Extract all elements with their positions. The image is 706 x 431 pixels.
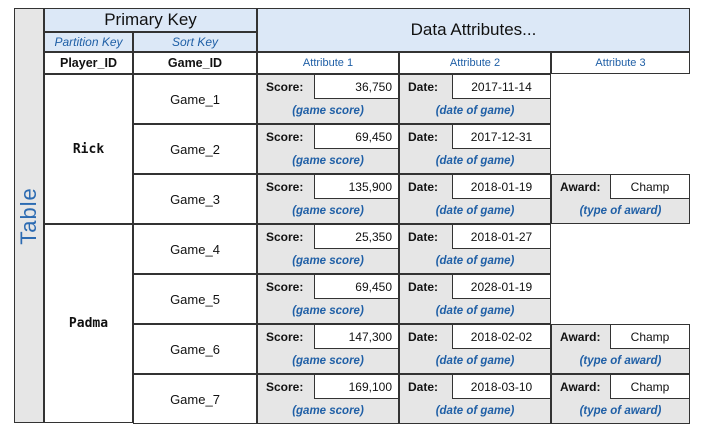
score-value: 135,900 (314, 174, 399, 199)
sort-key-cell: Game_7 (133, 374, 257, 424)
score-label: Score: (266, 130, 304, 144)
game-id-column: Game_ID (133, 52, 257, 74)
award-description: (type of award) (579, 205, 662, 217)
attribute-3-column: Attribute 3 (551, 52, 690, 74)
attribute-2-column: Attribute 2 (399, 52, 551, 74)
sort-key-cell: Game_4 (133, 224, 257, 274)
date-value: 2018-03-10 (452, 374, 551, 399)
date-label: Date: (408, 230, 439, 244)
award-value: Champ (610, 174, 690, 199)
partition-padma: Padma (44, 224, 133, 423)
score-label: Score: (266, 180, 304, 194)
date-value: 2018-02-02 (452, 324, 551, 349)
score-description: (game score) (292, 155, 364, 167)
score-value: 25,350 (314, 224, 399, 249)
score-label: Score: (266, 280, 304, 294)
primary-key-header: Primary Key (44, 8, 257, 32)
score-value: 69,450 (314, 124, 399, 149)
date-label: Date: (408, 80, 439, 94)
award-label: Award: (560, 330, 601, 344)
sort-key-cell: Game_3 (133, 174, 257, 224)
attribute-1-column: Attribute 1 (257, 52, 399, 74)
score-description: (game score) (292, 255, 364, 267)
date-label: Date: (408, 380, 439, 394)
date-value: 2018-01-19 (452, 174, 551, 199)
date-label: Date: (408, 180, 439, 194)
date-value: 2017-12-31 (452, 124, 551, 149)
date-description: (date of game) (435, 155, 515, 167)
sort-key-cell: Game_2 (133, 124, 257, 174)
score-value: 36,750 (314, 74, 399, 99)
date-description: (date of game) (435, 205, 515, 217)
player-id-column: Player_ID (44, 52, 133, 74)
award-label: Award: (560, 180, 601, 194)
award-label: Award: (560, 380, 601, 394)
partition-key-label: Partition Key (44, 32, 133, 52)
date-label: Date: (408, 330, 439, 344)
table-label-band: Table (14, 8, 44, 423)
date-description: (date of game) (435, 355, 515, 367)
date-label: Date: (408, 130, 439, 144)
score-description: (game score) (292, 305, 364, 317)
date-value: 2028-01-19 (452, 274, 551, 299)
date-description: (date of game) (435, 105, 515, 117)
score-label: Score: (266, 330, 304, 344)
sort-key-cell: Game_1 (133, 74, 257, 124)
date-value: 2017-11-14 (452, 74, 551, 99)
table-label: Table (16, 186, 41, 245)
sort-key-cell: Game_5 (133, 274, 257, 324)
score-label: Score: (266, 380, 304, 394)
date-value: 2018-01-27 (452, 224, 551, 249)
date-description: (date of game) (435, 255, 515, 267)
score-label: Score: (266, 80, 304, 94)
score-description: (game score) (292, 355, 364, 367)
date-description: (date of game) (435, 305, 515, 317)
data-attributes-header: Data Attributes... (257, 8, 690, 52)
date-description: (date of game) (435, 405, 515, 417)
award-value: Champ (610, 324, 690, 349)
partition-rick: Rick (44, 74, 133, 224)
award-description: (type of award) (579, 355, 662, 367)
date-label: Date: (408, 280, 439, 294)
award-value: Champ (610, 374, 690, 399)
score-description: (game score) (292, 205, 364, 217)
score-label: Score: (266, 230, 304, 244)
score-value: 147,300 (314, 324, 399, 349)
award-description: (type of award) (579, 405, 662, 417)
sort-key-label: Sort Key (133, 32, 257, 52)
score-description: (game score) (292, 405, 364, 417)
sort-key-cell: Game_6 (133, 324, 257, 374)
score-value: 169,100 (314, 374, 399, 399)
score-description: (game score) (292, 105, 364, 117)
score-value: 69,450 (314, 274, 399, 299)
